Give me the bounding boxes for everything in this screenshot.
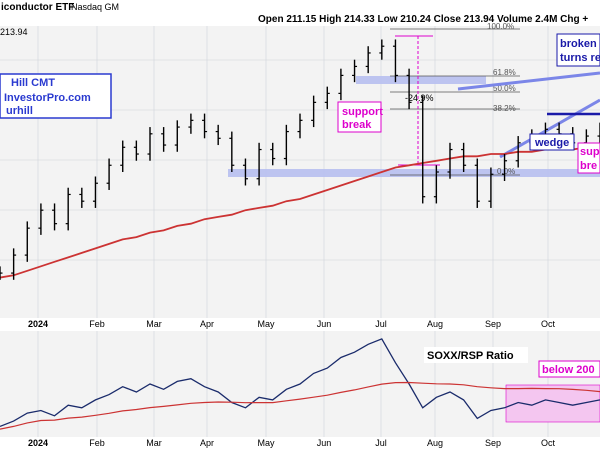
x-tick-label: Oct [541, 319, 556, 329]
x-tick-label: Jun [317, 319, 332, 329]
x-tick-label: May [257, 438, 275, 448]
wedge-label: wedge [534, 137, 569, 149]
x-tick-label: 2024 [28, 319, 48, 329]
x-tick-label: Apr [200, 319, 214, 329]
x-tick-label: Jun [317, 438, 332, 448]
x-tick-label: Sep [485, 438, 501, 448]
x-tick-label: Sep [485, 319, 501, 329]
fib-label-618: 61.8% [493, 68, 516, 77]
x-tick-label: Feb [89, 438, 105, 448]
watermark-line-2: InvestorPro.com [4, 92, 91, 104]
x-tick-label: 2024 [28, 438, 48, 448]
x-tick-label: Aug [427, 319, 443, 329]
top-zone [356, 76, 486, 84]
x-tick-label: Apr [200, 438, 214, 448]
x-tick-label: Jul [375, 319, 387, 329]
chart-title: iconductor ETF [1, 2, 74, 13]
watermark-line-3: urhill [6, 105, 33, 117]
ratio-label: SOXX/RSP Ratio [427, 350, 514, 362]
x-tick-label: May [257, 319, 275, 329]
x-tick-label: Mar [146, 319, 162, 329]
exchange-label: Nasdaq GM [71, 2, 119, 12]
last-price-label: 213.94 [0, 27, 28, 37]
watermark-line-1: Hill CMT [11, 77, 55, 89]
x-tick-label: Mar [146, 438, 162, 448]
ohlc-readout: Open 211.15 High 214.33 Low 210.24 Close… [258, 14, 588, 25]
x-tick-label: Feb [89, 319, 105, 329]
x-tick-label: Aug [427, 438, 443, 448]
bottom-zone [228, 169, 600, 177]
fib-label-382: 38.2% [493, 104, 516, 113]
fib-label-000: 0.0% [497, 167, 515, 176]
x-tick-label: Oct [541, 438, 556, 448]
below-200-label: below 200 [542, 364, 595, 376]
x-tick-label: Jul [375, 438, 387, 448]
fib-label-100: 100.0% [487, 22, 514, 31]
